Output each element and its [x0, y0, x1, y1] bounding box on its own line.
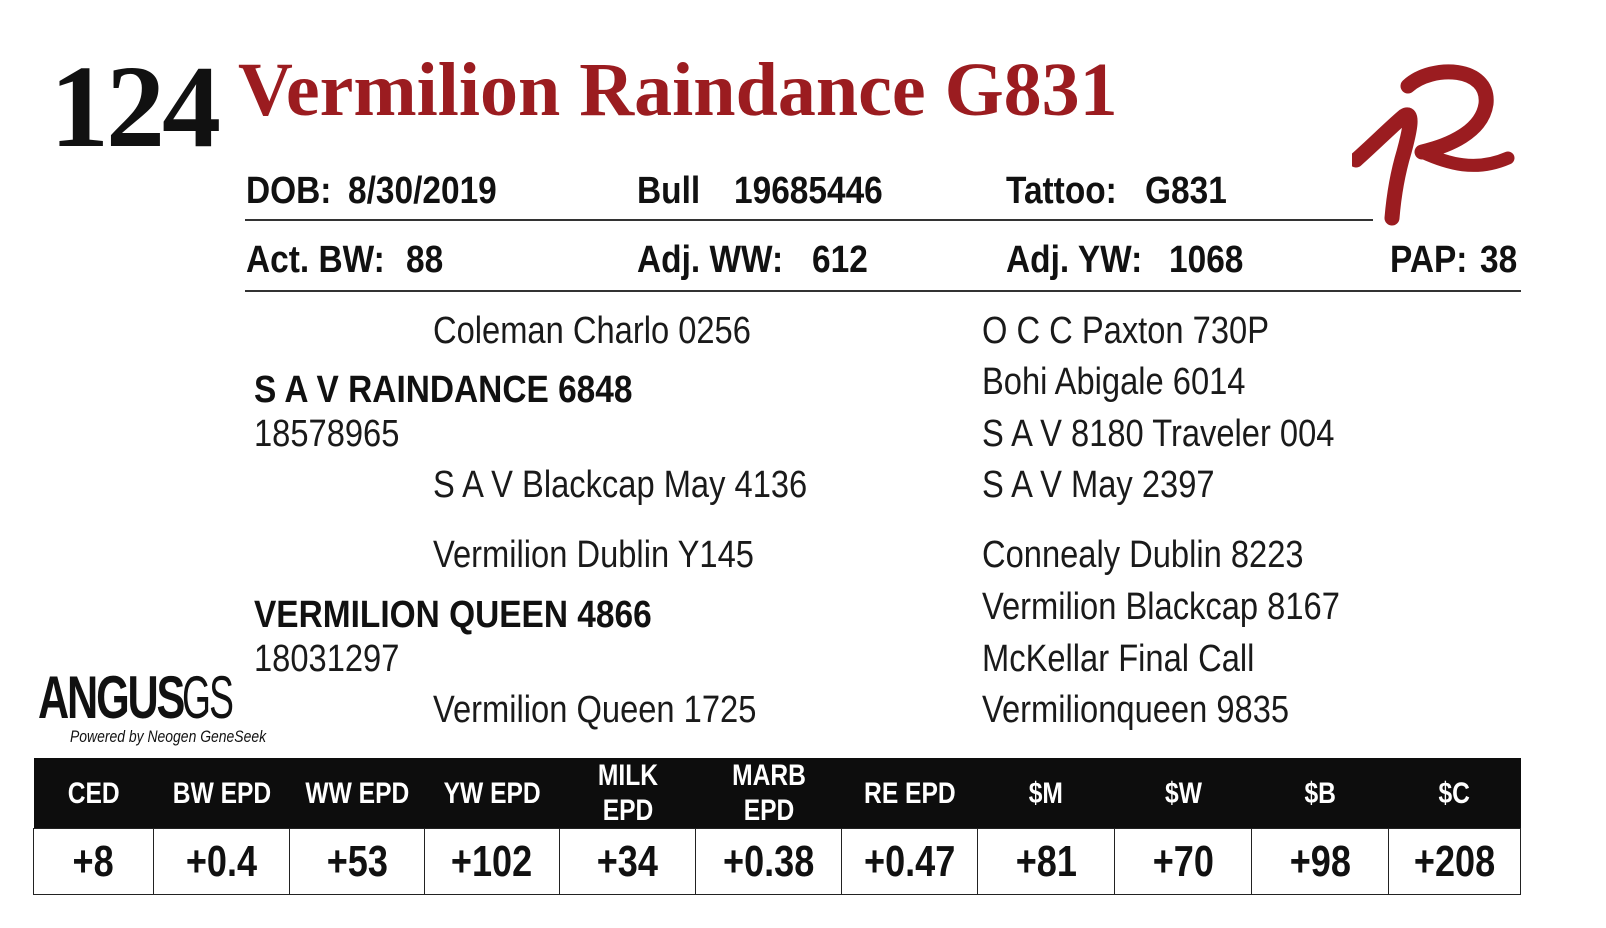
- tattoo-label: Tattoo:: [1006, 170, 1117, 212]
- epd-value: +208: [1388, 828, 1521, 895]
- sire-name: S A V RAINDANCE 6848: [254, 369, 633, 411]
- third-gen-ancestor: Bohi Abigale 6014: [982, 361, 1246, 403]
- pap-value: 38: [1480, 239, 1518, 281]
- epd-header: BW EPD: [153, 758, 290, 829]
- sire-registration: 18578965: [254, 413, 400, 455]
- epd-value: +34: [559, 828, 696, 895]
- paternal-grandsire: Coleman Charlo 0256: [433, 310, 751, 352]
- divider-line: [245, 290, 1521, 292]
- maternal-granddam: Vermilion Queen 1725: [433, 689, 757, 731]
- ww-value: 612: [812, 239, 868, 281]
- divider-line: [245, 219, 1373, 221]
- third-gen-ancestor: Vermilion Blackcap 8167: [982, 586, 1340, 628]
- vermilion-logo-icon: [1352, 64, 1515, 226]
- epd-value: +102: [424, 828, 560, 895]
- epd-header: $M: [977, 758, 1115, 829]
- epd-header-row: CED BW EPD WW EPD YW EPD MILK EPD MARB E…: [33, 758, 1521, 829]
- registration-number: 19685446: [734, 170, 883, 212]
- epd-value: +81: [977, 828, 1115, 895]
- epd-header: RE EPD: [841, 758, 978, 829]
- paternal-granddam: S A V Blackcap May 4136: [433, 464, 808, 506]
- dob-value: 8/30/2019: [348, 170, 497, 212]
- epd-value: +8: [33, 828, 154, 895]
- pap-label: PAP:: [1390, 239, 1468, 281]
- dam-name: VERMILION QUEEN 4866: [254, 594, 652, 636]
- maternal-grandsire: Vermilion Dublin Y145: [433, 534, 754, 576]
- third-gen-ancestor: McKellar Final Call: [982, 638, 1255, 680]
- angus-logo-tagline: Powered by Neogen GeneSeek: [70, 727, 267, 746]
- third-gen-ancestor: O C C Paxton 730P: [982, 310, 1270, 352]
- epd-header: CED: [33, 758, 154, 829]
- yw-value: 1068: [1169, 239, 1244, 281]
- epd-table: CED BW EPD WW EPD YW EPD MILK EPD MARB E…: [33, 758, 1521, 895]
- bw-value: 88: [406, 239, 444, 281]
- epd-value: +0.47: [841, 828, 978, 895]
- dam-registration: 18031297: [254, 638, 400, 680]
- bw-label: Act. BW:: [246, 239, 385, 281]
- lot-number: 124: [50, 41, 221, 172]
- epd-value: +70: [1114, 828, 1252, 895]
- yw-label: Adj. YW:: [1006, 239, 1143, 281]
- angus-logo-word: ANGUS: [38, 664, 185, 731]
- sex-value: Bull: [637, 170, 701, 212]
- epd-header: YW EPD: [424, 758, 560, 829]
- epd-header: $C: [1388, 758, 1521, 829]
- epd-value: +0.38: [695, 828, 842, 895]
- angus-logo-suffix: GS: [182, 664, 234, 731]
- third-gen-ancestor: Vermilionqueen 9835: [982, 689, 1290, 731]
- epd-value: +0.4: [153, 828, 290, 895]
- animal-name: Vermilion Raindance G831: [238, 48, 1118, 132]
- epd-header: MARB EPD: [695, 758, 842, 829]
- epd-header: MILK EPD: [559, 758, 696, 829]
- ww-label: Adj. WW:: [637, 239, 784, 281]
- epd-header: $W: [1114, 758, 1252, 829]
- epd-value-row: +8 +0.4 +53 +102 +34 +0.38 +0.47 +81 +70…: [33, 828, 1521, 895]
- dob-label: DOB:: [246, 170, 332, 212]
- tattoo-value: G831: [1145, 170, 1227, 212]
- third-gen-ancestor: S A V 8180 Traveler 004: [982, 413, 1335, 455]
- epd-header: WW EPD: [289, 758, 425, 829]
- third-gen-ancestor: Connealy Dublin 8223: [982, 534, 1304, 576]
- epd-header: $B: [1251, 758, 1389, 829]
- epd-value: +53: [289, 828, 425, 895]
- third-gen-ancestor: S A V May 2397: [982, 464, 1215, 506]
- epd-value: +98: [1251, 828, 1389, 895]
